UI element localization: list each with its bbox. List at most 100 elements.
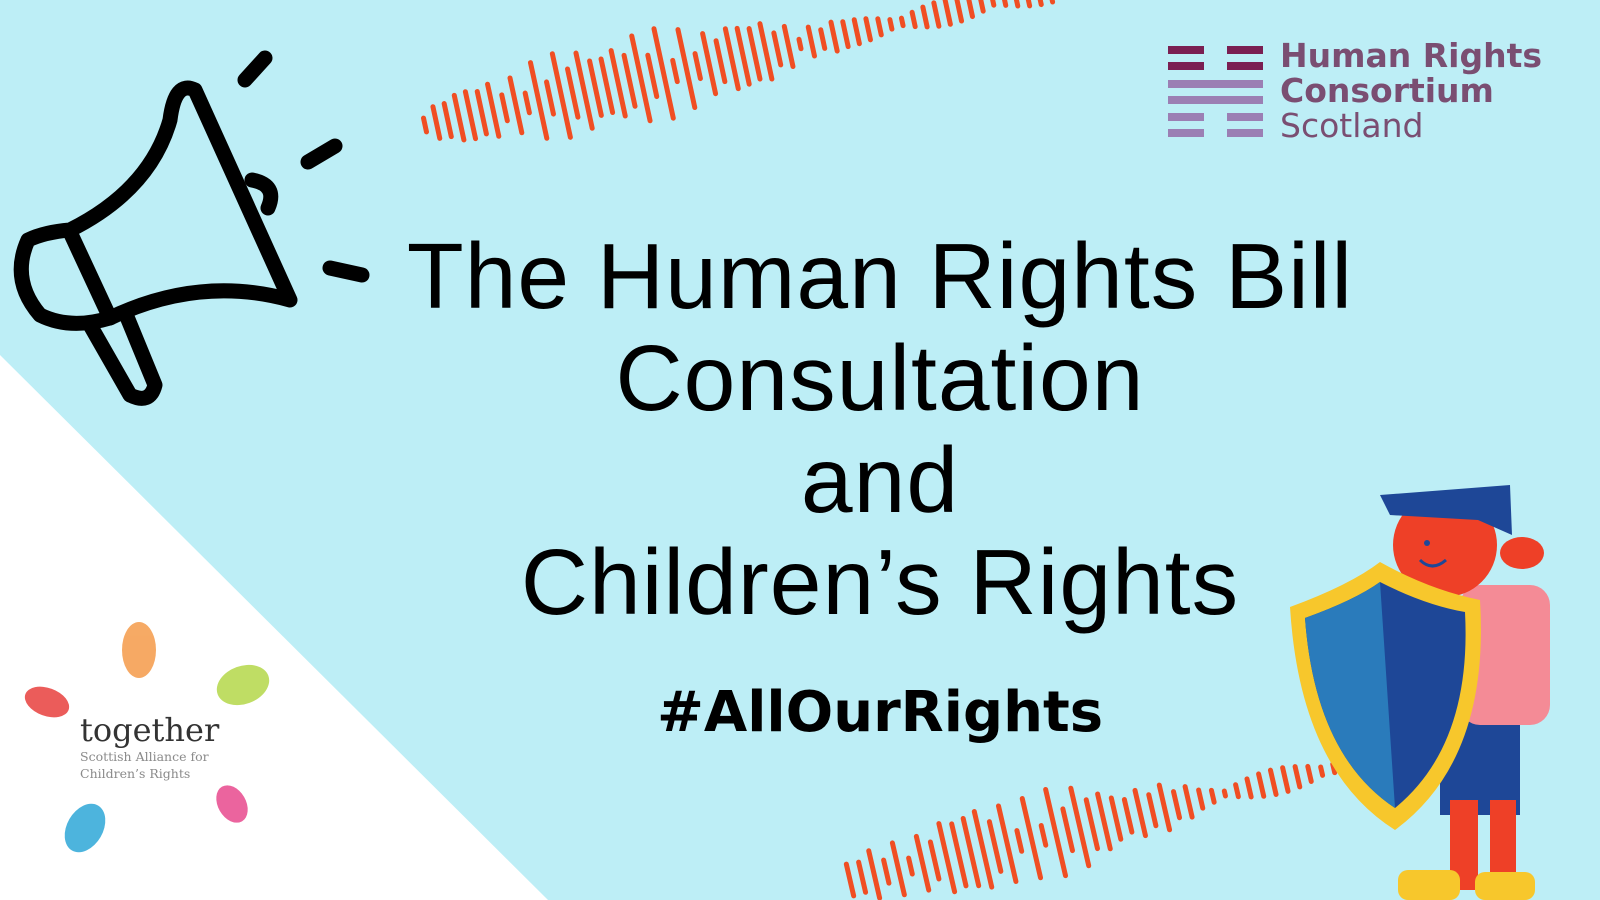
sound-wave-bar [722,26,741,92]
megaphone-icon [13,50,370,406]
sound-wave-bar [692,51,703,82]
title-line: Children’s Rights [520,530,1240,634]
child-with-shield-illustration [1290,485,1550,900]
sound-wave-bar [977,0,986,14]
sound-wave-bar [771,30,784,68]
sound-wave-bar [1170,789,1183,821]
sound-wave-bar [441,101,454,140]
sound-wave-bar [1305,763,1314,784]
sound-wave-bar [1121,797,1135,835]
sound-wave-bar [840,19,851,50]
sound-wave-bar [507,75,525,136]
title-line: The Human Rights Bill [406,224,1354,328]
together-tagline: Scottish Alliance for [80,749,209,764]
sound-wave-bar [1318,764,1326,778]
fingerprint-icon [216,664,270,706]
sound-wave-bar [621,52,638,109]
sound-wave-bar [746,26,763,82]
sound-wave-bar [1095,791,1113,852]
sound-wave-bar [927,839,942,882]
sound-wave-bar [499,92,510,124]
sound-wave-bar [1044,0,1056,5]
sound-wave-bar [1033,0,1044,8]
sound-wave-bar [781,23,796,70]
sound-wave-bar [960,815,982,889]
sound-wave-bar [608,48,628,119]
hrcs-line: Consortium [1280,71,1494,110]
sound-wave-bar [851,17,862,47]
sound-wave-bar [573,50,595,131]
sound-wave-bar [1011,0,1021,9]
sound-wave-bar [1256,771,1267,799]
sound-wave-bar [1019,796,1044,881]
sound-wave-bar [889,840,907,898]
sound-wave-bar [913,833,932,893]
sound-wave-bar [1196,787,1206,811]
title-line: and [800,428,960,532]
sound-wave-bar [805,24,817,59]
sound-wave-bar [936,821,958,895]
sound-wave-bar [1182,784,1195,820]
sound-wave-bar [734,25,752,87]
sound-wave-bar [670,57,680,85]
sound-wave-bar [898,15,906,29]
sound-wave-bar [1244,776,1254,800]
sound-wave-bar [954,0,965,24]
together-name: together [80,711,220,749]
together-tagline: Children’s Rights [80,766,191,781]
sound-wave-bar [651,26,676,121]
sound-wave-bar [421,115,429,135]
sound-wave-bar [1014,828,1025,854]
sound-wave-bar [1043,786,1069,879]
sound-wave-bar [1208,787,1217,805]
sound-wave-bar [796,36,804,52]
sound-wave-bar [931,0,942,29]
sound-wave-bar [843,861,857,899]
sound-wave-bar [565,66,581,120]
sound-wave-bar [1108,795,1124,842]
sound-wave-bar [462,89,479,142]
sound-wave-bar [971,809,995,890]
hrcs-line: Scotland [1280,106,1424,145]
sound-wave-bar [645,52,660,100]
sound-wave-bar [990,0,997,8]
sound-wave-bar [863,16,873,43]
sound-wave-bar [1038,823,1049,848]
sound-wave-bar [828,19,840,54]
sound-wave-bar [757,21,775,82]
sound-wave-bar [629,33,653,124]
fingerprint-icon [122,622,156,678]
sound-wave-bar [485,81,502,139]
fingerprint-icon [216,785,248,823]
sound-wave-bar [544,79,556,117]
fingerprint-icon [24,686,70,718]
hrcs-logo-mark [1168,46,1263,137]
sound-wave-bar [474,89,489,137]
hashtag: #AllOurRights [656,680,1104,745]
sound-wave-bar [986,819,1004,874]
sound-wave-bar [1146,792,1159,829]
main-title: The Human Rights Bill Consultation and C… [330,225,1430,633]
sound-wave-bar [1221,788,1228,799]
title-line: Consultation [615,326,1145,430]
sound-wave-bar [549,51,573,140]
sound-wave-bar [1132,787,1148,839]
sound-wave-bar [887,17,895,32]
sound-wave-bar [430,104,443,141]
fingerprint-icon [64,803,106,853]
sound-wave-bar [700,31,719,97]
sound-wave-bar [1068,785,1092,869]
sound-wave-bar [906,855,915,877]
together-logo: together Scottish Alliance for Children’… [80,712,219,782]
sound-wave-bar [1280,765,1291,794]
sound-wave-bar [1083,797,1100,852]
white-corner-panel [0,355,548,900]
sound-wave-bar [713,38,728,85]
sound-wave-bar [866,848,883,900]
sound-wave-icon [421,0,1056,143]
sound-wave-bar [1156,782,1173,833]
sound-wave-bar [881,857,892,886]
sound-wave-bar [818,27,828,51]
sound-wave-bar [1022,0,1033,9]
